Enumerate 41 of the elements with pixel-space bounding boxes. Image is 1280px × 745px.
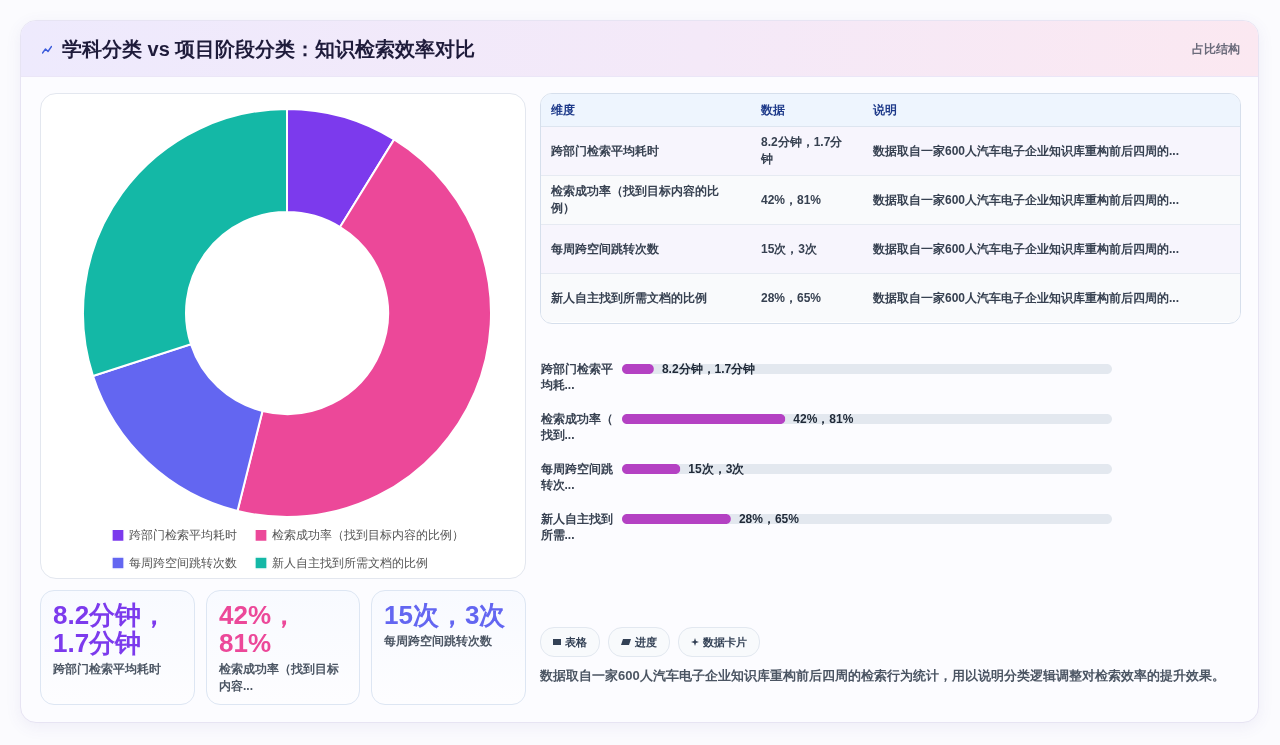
bar (622, 464, 681, 474)
text: 数据取自一家600人汽车电子企业知识库重构前后四周的... (863, 126, 1242, 176)
y-tick-label: 检索成功率（找到... (539, 412, 613, 442)
legend-label: 检索成功率（找到目标内容的比例） (272, 528, 464, 543)
data-label: 8.2分钟，1.7分钟 (661, 362, 756, 376)
text: 数据 (751, 94, 863, 127)
text: 每周跨空间跳转次数 (541, 224, 751, 274)
text: 检索成功率（找到目标内容... (219, 661, 340, 695)
text: 每周跨空间跳转次数 (384, 633, 493, 650)
text: 数据取自一家600人汽车电子企业知识库重构前后四周的... (863, 175, 1242, 225)
y-tick-label: 新人自主找到所需... (539, 512, 613, 542)
text: 跨部门检索平均耗时 (541, 126, 751, 176)
legend-label: 跨部门检索平均耗时 (129, 528, 237, 543)
text: 维度 (541, 94, 751, 127)
text: 28%，65% (751, 273, 863, 322)
bar (622, 514, 731, 524)
text: 学科分类 vs 项目阶段分类：知识检索效率对比 (62, 37, 476, 62)
text: 占比结构 (1192, 41, 1240, 57)
text: 说明 (863, 94, 1242, 127)
data-label: 42%，81% (793, 412, 854, 426)
text: 数据取自一家600人汽车电子企业知识库重构前后四周的... (863, 273, 1242, 322)
text: 表格 (565, 634, 587, 650)
y-tick-label: 每周跨空间跳转次... (539, 462, 614, 492)
y-tick-label: 跨部门检索平均耗... (539, 362, 613, 392)
legend-label: 新人自主找到所需文档的比例 (272, 556, 428, 570)
text: 42%，81% (219, 600, 299, 658)
text: 42%，81% (751, 175, 863, 225)
text: 数据卡片 (703, 634, 747, 650)
text: 进度 (635, 634, 657, 650)
text: 跨部门检索平均耗时 (53, 661, 162, 678)
text: 检索成功率（找到目标内容的比例） (541, 175, 751, 225)
text: 8.2分钟，1.7分钟 (751, 126, 863, 176)
text: 数据取自一家600人汽车电子企业知识库重构前后四周的检索行为统计，用以说明分类逻辑调整对检索效率的提升效果。 (540, 667, 1226, 685)
text: 15次，3次 (751, 224, 863, 274)
legend-label: 每周跨空间跳转次数 (129, 556, 237, 570)
text: 新人自主找到所需文档的比例 (541, 273, 751, 322)
text: 8.2分钟，1.7分钟 (53, 600, 169, 658)
data-label: 28%，65% (738, 512, 800, 526)
text: 15次，3次 (384, 600, 507, 630)
text: 数据取自一家600人汽车电子企业知识库重构前后四周的... (863, 224, 1242, 274)
data-label: 15次，3次 (688, 462, 746, 476)
